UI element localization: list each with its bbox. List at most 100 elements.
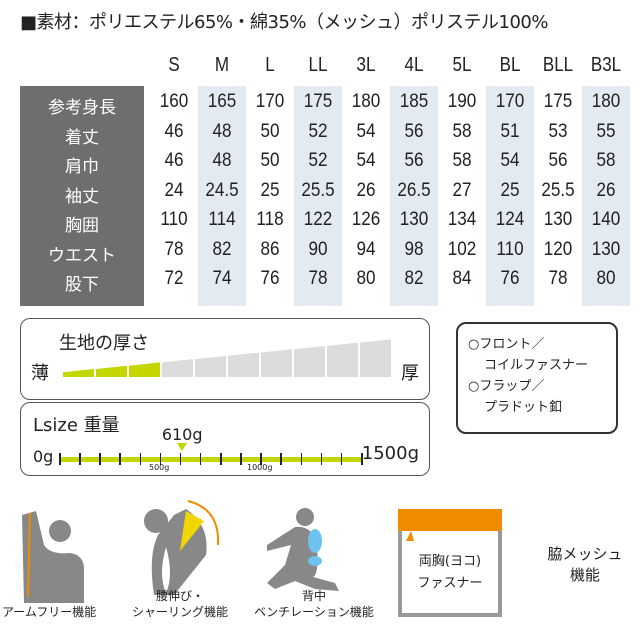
chest-zipper-label-1: 両胸(ヨコ): [418, 554, 482, 569]
table-cell: 25: [500, 179, 520, 201]
table-cell: 78: [164, 238, 184, 260]
table-cell: 190: [447, 91, 477, 112]
weight-tick: [179, 453, 182, 465]
table-cell: 56: [404, 120, 424, 142]
row-label: 袖丈: [65, 186, 99, 207]
table-cell: 124: [495, 209, 525, 230]
chest-zipper-icon: 両胸(ヨコ) ファスナー: [398, 509, 502, 617]
arm-free-label: アームフリー機能: [2, 605, 97, 619]
table-cell: 130: [399, 209, 429, 230]
waist-label-2: シャーリング機能: [131, 605, 228, 619]
weight-max: 1500g: [361, 443, 419, 464]
table-cell: 46: [164, 120, 184, 142]
table-cell: 134: [447, 209, 477, 230]
table-cell: 130: [543, 209, 573, 230]
table-cell: 54: [356, 120, 376, 142]
table-cell: 84: [452, 268, 472, 289]
size-header: LL: [308, 54, 328, 76]
weight-tick: [139, 453, 142, 465]
table-cell: 56: [404, 150, 424, 171]
table-cell: 180: [351, 91, 381, 112]
table-cell: 185: [399, 91, 429, 112]
chest-zipper-label-2: ファスナー: [417, 576, 483, 591]
weight-marker-icon: [176, 443, 187, 451]
table-cell: 80: [596, 268, 616, 289]
thin-label: 薄: [31, 363, 49, 384]
thickness-segment: [195, 355, 226, 377]
thickness-segment: [162, 359, 193, 377]
table-cell: 52: [308, 150, 328, 171]
table-cell: 102: [447, 238, 477, 260]
table-cell: 110: [496, 238, 524, 260]
weight-tick: [361, 453, 363, 465]
size-header: BL: [499, 54, 521, 76]
size-header: BLL: [542, 54, 574, 76]
row-label: 参考身長: [48, 98, 116, 118]
table-cell: 110: [160, 209, 188, 230]
size-header: M: [214, 54, 230, 76]
side-mesh-label-2: 機能: [569, 566, 600, 584]
weight-tick: [220, 453, 222, 465]
weight-tick: [159, 453, 162, 465]
column-shade: [294, 86, 342, 306]
column-shade: [582, 86, 630, 306]
arm-free-icon: [22, 511, 84, 603]
size-header: S: [168, 54, 180, 76]
table-cell: 130: [591, 238, 621, 260]
weight-tick: [119, 453, 121, 465]
thickness-segment: [360, 339, 391, 377]
size-header: B3L: [590, 54, 622, 76]
table-cell: 54: [500, 150, 520, 171]
waist-label-1: 腰伸び・: [155, 589, 204, 603]
table-cell: 52: [308, 120, 328, 142]
table-cell: 24.5: [205, 179, 239, 201]
table-cell: 74: [212, 268, 232, 289]
tick-500-label: 500g: [149, 463, 170, 472]
weight-title: Lsize 重量: [33, 415, 120, 436]
table-cell: 170: [495, 91, 525, 112]
table-cell: 82: [212, 238, 232, 260]
thickness-segment: [294, 345, 325, 377]
table-cell: 58: [596, 150, 616, 171]
table-cell: 140: [591, 209, 621, 230]
closure-flap-type: プラドット釦: [484, 400, 563, 415]
weight-tick: [240, 453, 242, 465]
size-header: L: [265, 54, 275, 76]
table-cell: 26.5: [397, 179, 431, 201]
row-label: ウエスト: [48, 245, 116, 266]
table-cell: 170: [255, 91, 285, 112]
table-cell: 27: [452, 179, 472, 201]
table-cell: 51: [500, 120, 520, 142]
weight-min: 0g: [33, 447, 54, 466]
table-cell: 126: [351, 209, 381, 230]
back-ventilation-icon: [267, 508, 339, 591]
row-label: 着丈: [65, 127, 99, 148]
weight-scale: [59, 457, 361, 462]
table-cell: 114: [208, 209, 236, 230]
weight-tick: [59, 453, 61, 465]
thick-label: 厚: [401, 363, 419, 384]
table-cell: 25.5: [301, 179, 335, 201]
weight-tick: [320, 453, 323, 465]
table-cell: 58: [452, 150, 472, 171]
weight-tick: [79, 453, 81, 465]
closure-panel: ○フロント／ コイルファスナー ○フラップ／ プラドット釦: [456, 322, 618, 434]
weight-tick: [99, 453, 101, 465]
waist-stretch-icon: [144, 500, 220, 595]
size-header: 5L: [452, 54, 472, 76]
table-cell: 78: [548, 268, 568, 289]
table-cell: 54: [356, 150, 376, 171]
table-cell: 165: [207, 91, 237, 112]
column-shade: [390, 86, 438, 306]
back-label-2: ベンチレーション機能: [254, 605, 374, 619]
weight-tick: [280, 453, 282, 465]
table-cell: 26: [596, 179, 616, 201]
thickness-segment: [63, 369, 94, 377]
thickness-panel: 生地の厚さ 薄 厚: [20, 318, 430, 400]
thickness-segment: [261, 349, 292, 377]
table-cell: 53: [548, 120, 568, 142]
table-cell: 118: [256, 209, 284, 230]
table-cell: 50: [260, 150, 280, 171]
back-label-1: 背中: [301, 589, 326, 603]
table-cell: 94: [356, 238, 376, 260]
